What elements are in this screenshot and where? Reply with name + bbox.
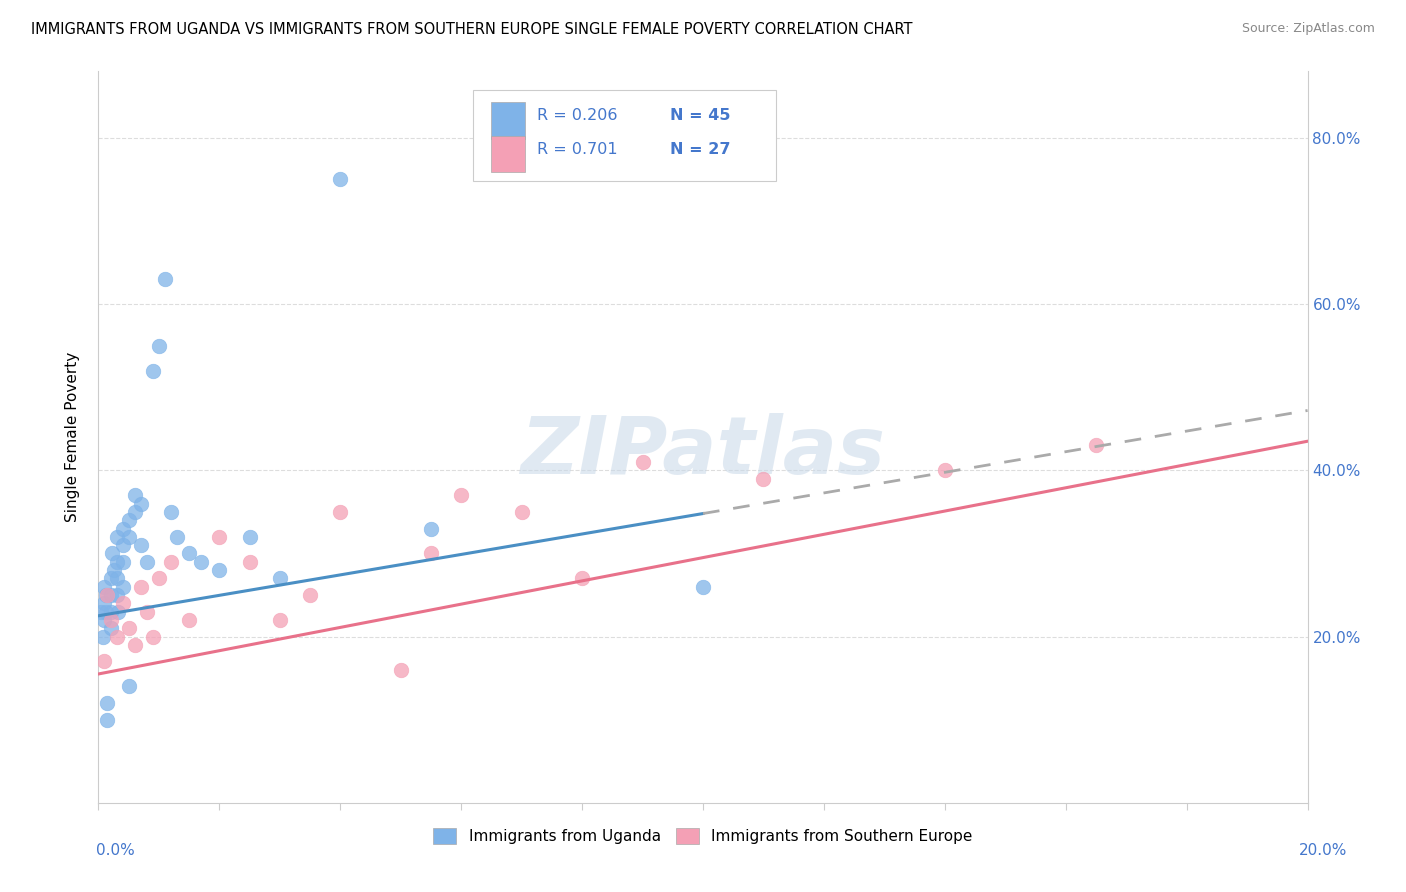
Text: 20.0%: 20.0%	[1299, 843, 1347, 858]
Text: N = 27: N = 27	[671, 142, 731, 157]
Point	[105, 630, 128, 644]
Point	[103, 563, 125, 577]
Point	[148, 338, 170, 352]
Point	[118, 680, 141, 694]
Point	[100, 613, 122, 627]
Point	[135, 555, 157, 569]
Point	[111, 538, 134, 552]
Point	[93, 655, 115, 669]
Point	[329, 172, 352, 186]
Point	[100, 588, 122, 602]
Point	[166, 530, 188, 544]
Point	[105, 530, 128, 544]
Point	[96, 588, 118, 602]
Point	[420, 546, 443, 560]
Point	[111, 596, 134, 610]
Point	[450, 488, 472, 502]
Point	[571, 571, 593, 585]
Point	[118, 530, 141, 544]
Point	[129, 538, 152, 552]
Text: 0.0%: 0.0%	[96, 843, 135, 858]
Point	[93, 580, 115, 594]
Point	[148, 571, 170, 585]
Point	[100, 571, 122, 585]
Point	[124, 488, 146, 502]
Text: R = 0.701: R = 0.701	[537, 142, 619, 157]
Point	[111, 555, 134, 569]
Text: ZIPatlas: ZIPatlas	[520, 413, 886, 491]
Point	[160, 555, 183, 569]
Point	[179, 613, 201, 627]
Text: IMMIGRANTS FROM UGANDA VS IMMIGRANTS FROM SOUTHERN EUROPE SINGLE FEMALE POVERTY : IMMIGRANTS FROM UGANDA VS IMMIGRANTS FRO…	[31, 22, 912, 37]
Point	[160, 505, 183, 519]
FancyBboxPatch shape	[492, 136, 526, 172]
Point	[124, 505, 146, 519]
Text: Source: ZipAtlas.com: Source: ZipAtlas.com	[1241, 22, 1375, 36]
Point	[420, 521, 443, 535]
Text: R = 0.206: R = 0.206	[537, 108, 617, 123]
Point	[105, 555, 128, 569]
Point	[208, 530, 231, 544]
Point	[142, 363, 165, 377]
Point	[96, 713, 118, 727]
Point	[329, 505, 352, 519]
Point	[100, 621, 122, 635]
Point	[91, 630, 114, 644]
Point	[692, 580, 714, 594]
Point	[105, 588, 128, 602]
Point	[129, 580, 152, 594]
FancyBboxPatch shape	[492, 102, 526, 138]
Point	[269, 571, 291, 585]
Text: N = 45: N = 45	[671, 108, 731, 123]
Point	[153, 272, 176, 286]
Point	[118, 513, 141, 527]
Point	[190, 555, 212, 569]
Point	[631, 455, 654, 469]
Point	[142, 630, 165, 644]
Point	[389, 663, 412, 677]
Point	[111, 580, 134, 594]
Point	[239, 530, 262, 544]
Point	[179, 546, 201, 560]
Point	[118, 621, 141, 635]
Point	[239, 555, 262, 569]
Point	[94, 588, 117, 602]
Point	[90, 605, 112, 619]
Point	[299, 588, 322, 602]
Point	[96, 605, 118, 619]
Point	[208, 563, 231, 577]
Point	[510, 505, 533, 519]
Point	[135, 605, 157, 619]
Point	[111, 521, 134, 535]
Point	[93, 613, 115, 627]
Point	[269, 613, 291, 627]
Point	[934, 463, 956, 477]
Point	[100, 605, 122, 619]
FancyBboxPatch shape	[474, 90, 776, 181]
Y-axis label: Single Female Poverty: Single Female Poverty	[65, 352, 80, 522]
Point	[96, 696, 118, 710]
Point	[93, 596, 115, 610]
Point	[100, 546, 122, 560]
Point	[124, 638, 146, 652]
Point	[752, 472, 775, 486]
Point	[105, 571, 128, 585]
Point	[129, 497, 152, 511]
Point	[1085, 438, 1108, 452]
Point	[107, 605, 129, 619]
Legend: Immigrants from Uganda, Immigrants from Southern Europe: Immigrants from Uganda, Immigrants from …	[427, 822, 979, 850]
